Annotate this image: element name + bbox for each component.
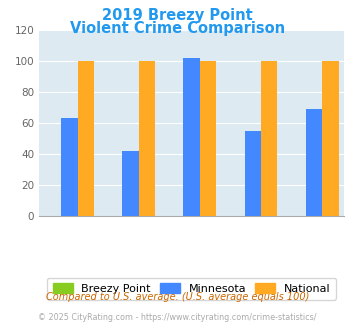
Bar — [261, 61, 278, 216]
Bar — [200, 61, 217, 216]
Text: 2019 Breezy Point: 2019 Breezy Point — [102, 8, 253, 23]
Text: Compared to U.S. average. (U.S. average equals 100): Compared to U.S. average. (U.S. average … — [46, 292, 309, 302]
Bar — [139, 61, 155, 216]
Bar — [306, 109, 322, 216]
Bar — [122, 151, 139, 216]
Bar — [78, 61, 94, 216]
Text: © 2025 CityRating.com - https://www.cityrating.com/crime-statistics/: © 2025 CityRating.com - https://www.city… — [38, 313, 317, 322]
Bar — [184, 58, 200, 216]
Bar — [245, 131, 261, 216]
Legend: Breezy Point, Minnesota, National: Breezy Point, Minnesota, National — [47, 278, 336, 300]
Bar — [322, 61, 339, 216]
Bar — [61, 118, 78, 216]
Text: Violent Crime Comparison: Violent Crime Comparison — [70, 21, 285, 36]
